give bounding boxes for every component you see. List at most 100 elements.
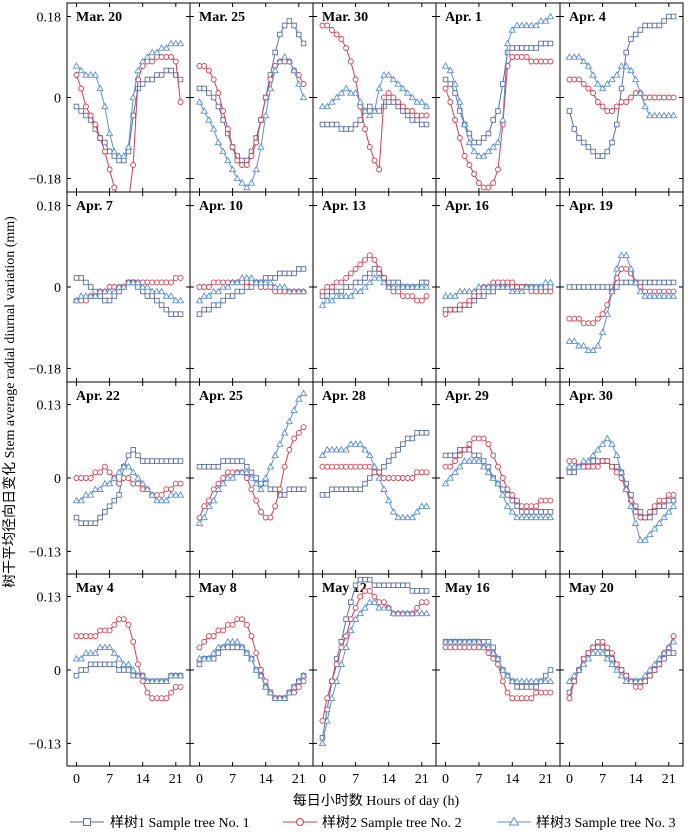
point-tree1 <box>409 435 416 442</box>
point-tree3 <box>148 287 156 295</box>
point-tree1 <box>267 486 274 493</box>
point-tree3 <box>224 637 232 645</box>
point-tree2 <box>399 293 406 299</box>
point-tree3 <box>655 292 664 299</box>
point-tree3 <box>332 445 341 453</box>
point-tree2 <box>466 297 473 304</box>
point-tree2 <box>665 491 672 498</box>
point-tree2 <box>177 683 184 690</box>
point-tree3 <box>518 287 526 295</box>
point-tree1 <box>490 288 496 295</box>
point-tree2 <box>623 99 630 105</box>
point-tree2 <box>632 508 639 515</box>
legend-item-tree3: 样树3 Sample tree No. 3 <box>497 815 676 831</box>
point-tree1 <box>97 661 103 668</box>
point-tree3 <box>318 102 327 110</box>
point-tree2 <box>537 497 544 504</box>
point-tree2 <box>73 475 80 481</box>
point-tree2 <box>357 593 364 600</box>
point-tree1 <box>73 672 80 679</box>
point-tree3 <box>408 609 417 617</box>
point-tree1 <box>666 13 672 20</box>
point-tree3 <box>370 107 379 114</box>
point-tree1 <box>333 655 340 662</box>
panel-4: Apr. 1 <box>435 2 561 193</box>
point-tree3 <box>200 513 208 521</box>
point-tree1 <box>651 279 658 286</box>
point-tree2 <box>385 475 392 481</box>
point-tree3 <box>422 283 431 290</box>
point-tree2 <box>471 644 478 651</box>
point-tree3 <box>252 666 261 673</box>
point-tree3 <box>276 440 284 447</box>
point-tree1 <box>590 284 596 290</box>
panel-title: Apr. 28 <box>322 389 366 404</box>
point-tree2 <box>338 279 345 286</box>
point-tree1 <box>296 31 302 38</box>
point-tree2 <box>286 446 293 453</box>
point-tree3 <box>266 688 275 696</box>
point-tree1 <box>419 588 425 594</box>
point-tree2 <box>347 463 354 470</box>
panel-data <box>72 447 185 526</box>
panel-title: Apr. 1 <box>445 10 482 25</box>
point-tree3 <box>494 479 502 487</box>
point-tree2 <box>82 633 89 640</box>
point-tree1 <box>348 599 354 605</box>
point-tree2 <box>533 689 540 696</box>
point-tree3 <box>446 637 455 645</box>
point-tree1 <box>376 108 382 114</box>
point-tree1 <box>87 284 94 290</box>
point-tree1 <box>291 22 297 29</box>
panel-frame <box>189 2 314 193</box>
point-tree2 <box>262 284 269 290</box>
point-tree3 <box>138 479 147 487</box>
point-tree2 <box>158 54 165 60</box>
series-line-tree3 <box>322 601 427 744</box>
panel-1: Mar. 20 0.18 0 −0.18 <box>29 2 191 193</box>
point-tree2 <box>272 288 279 295</box>
point-tree1 <box>135 452 141 459</box>
point-tree1 <box>78 108 84 114</box>
point-tree3 <box>143 283 152 290</box>
point-tree3 <box>290 683 298 690</box>
point-tree1 <box>367 576 373 583</box>
legend: 样树1 Sample tree No. 1 样树2 Sample tree No… <box>70 815 676 831</box>
point-tree1 <box>595 458 601 464</box>
point-tree3 <box>627 677 635 684</box>
point-tree3 <box>456 98 464 105</box>
point-tree3 <box>157 677 166 684</box>
point-tree1 <box>404 435 411 442</box>
point-tree1 <box>210 463 217 470</box>
point-tree1 <box>286 18 293 24</box>
point-tree3 <box>608 660 616 668</box>
point-tree3 <box>631 519 640 526</box>
point-tree1 <box>385 582 392 589</box>
point-tree2 <box>566 76 573 83</box>
point-tree2 <box>205 67 212 74</box>
point-tree3 <box>418 609 426 617</box>
x-tick-label: 14 <box>136 772 150 787</box>
point-tree3 <box>134 278 142 286</box>
point-tree2 <box>300 424 307 431</box>
point-tree1 <box>485 130 492 137</box>
point-tree3 <box>77 654 85 662</box>
point-tree1 <box>419 430 425 436</box>
point-tree3 <box>489 283 498 290</box>
panel-title: May 8 <box>199 581 237 596</box>
point-tree2 <box>423 293 430 299</box>
point-tree2 <box>243 279 250 286</box>
point-tree3 <box>214 138 223 146</box>
point-tree3 <box>86 292 95 299</box>
panel-title: Apr. 13 <box>322 199 366 214</box>
panel-2: Mar. 25 <box>189 2 314 193</box>
point-tree3 <box>570 671 578 679</box>
point-tree1 <box>599 284 606 290</box>
point-tree3 <box>660 292 668 299</box>
point-tree3 <box>413 609 421 617</box>
y-tick-label: −0.18 <box>29 362 61 377</box>
x-tick-label: 7 <box>106 772 113 787</box>
point-tree1 <box>333 486 340 493</box>
point-tree3 <box>280 53 289 60</box>
point-tree3 <box>332 93 341 101</box>
